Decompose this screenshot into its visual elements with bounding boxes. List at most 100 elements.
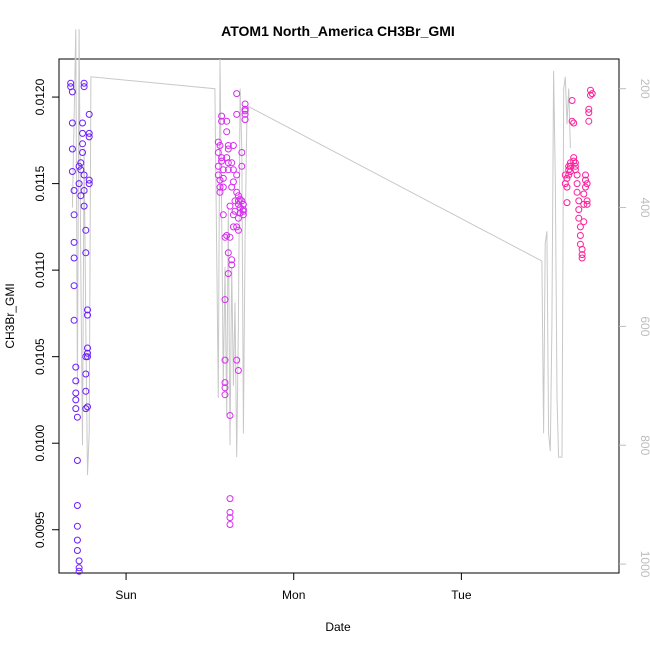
data-point [218,117,226,125]
data-point [587,91,594,99]
data-point [219,183,227,191]
y-tick-label: 0.0095 [33,511,47,548]
data-point [219,211,227,219]
data-point [75,162,83,170]
data-point [85,110,93,118]
data-point [224,270,232,278]
data-point [224,249,232,257]
data-point [84,403,91,411]
data-point [73,536,81,544]
data-point [233,110,241,118]
data-point [582,183,589,191]
data-point [70,316,78,324]
data-point [79,129,86,137]
data-point [85,180,93,188]
data-point [575,206,583,214]
y-tick-label: 0.0105 [33,338,47,375]
data-point [70,187,78,194]
data-point [234,226,242,234]
data-point [561,171,569,179]
data-point [75,564,83,572]
data-point [239,207,247,215]
data-point [588,90,596,98]
data-point [568,97,576,104]
data-point [224,142,232,149]
data-point [67,79,75,87]
data-point [68,119,76,127]
data-point [84,306,91,314]
data-point [72,405,80,413]
data-point [233,356,241,364]
data-point [566,168,574,175]
data-point [578,254,586,262]
data-point [73,547,81,554]
data-point [582,176,589,184]
data-point [72,377,80,385]
data-point [226,202,234,210]
data-point [77,166,85,174]
data-point [226,412,234,419]
data-point [82,405,90,413]
data-point [578,251,586,259]
data-point [218,157,226,165]
y-tick-label: 0.0100 [33,425,47,462]
data-point [583,200,591,208]
y-axis-label: CH3Br_GMI [3,283,17,348]
data-point [223,128,231,136]
data-point [238,149,246,156]
data-point [73,413,81,421]
data-point [73,457,81,464]
data-point [68,88,76,96]
data-point [576,223,584,231]
data-point [576,232,584,239]
data-point [221,379,229,387]
x-axis-label: Date [325,620,351,634]
data-point [216,142,224,149]
data-point [75,180,83,188]
data-point [219,174,227,182]
y-tick-label: 0.0120 [33,78,47,115]
y2-tick-label: 1000 [638,551,650,578]
data-point [238,162,246,170]
data-point [84,353,91,361]
data-point [580,190,588,198]
data-point [82,226,90,234]
data-point [226,233,234,241]
data-point [233,223,241,231]
data-point [214,138,222,146]
data-point [234,192,242,200]
data-point [216,183,224,191]
data-point [218,112,226,120]
data-point [565,166,573,174]
y2-tick-label: 800 [638,435,650,455]
data-point [219,166,227,174]
x-tick-label: Mon [282,588,305,602]
data-point [73,502,81,509]
data-point [233,188,241,196]
data-point [570,119,578,127]
data-point [565,171,573,179]
data-point [241,107,249,115]
data-point [70,282,78,290]
data-point [214,149,222,156]
data-point [229,211,237,219]
data-point [563,174,571,182]
x-tick-label: Tue [451,588,472,602]
y-tick-label: 0.0115 [33,165,47,201]
pressure-line [71,29,571,476]
pressure-layer [71,29,571,476]
data-point [583,180,591,188]
data-point [224,145,232,153]
data-point [233,171,241,179]
data-point [84,344,91,352]
data-point [70,254,78,262]
data-point [580,218,588,226]
data-point [73,522,81,530]
data-point [571,159,579,167]
data-point [75,567,83,575]
data-point [216,176,224,184]
data-point [79,149,86,156]
data-point [70,211,78,219]
data-point [234,197,242,205]
